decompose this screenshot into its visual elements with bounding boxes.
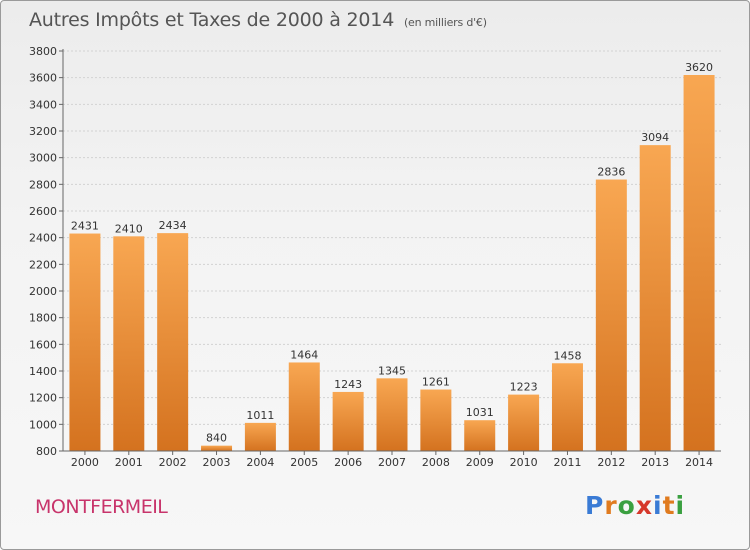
data-label-2007: 1345 — [378, 364, 406, 377]
y-tick-label: 2000 — [29, 285, 57, 298]
bar-2014 — [683, 75, 715, 451]
logo-letter: P — [585, 491, 605, 520]
logo-letter: t — [662, 491, 676, 520]
y-tick-label: 3000 — [29, 152, 57, 165]
data-label-2008: 1261 — [422, 376, 450, 389]
data-label-2000: 2431 — [71, 220, 99, 233]
data-label-2011: 1458 — [553, 349, 581, 362]
x-tick-label: 2003 — [203, 456, 231, 469]
data-label-2001: 2410 — [115, 222, 143, 235]
x-tick-label: 2013 — [641, 456, 669, 469]
y-tick-label: 1000 — [29, 418, 57, 431]
logo-letter: r — [604, 491, 618, 520]
data-label-2013: 3094 — [641, 131, 669, 144]
bar-2007 — [376, 378, 408, 451]
data-label-2010: 1223 — [510, 381, 538, 394]
bar-2000 — [69, 233, 101, 451]
x-tick-label: 2006 — [334, 456, 362, 469]
bar-2002 — [157, 233, 189, 451]
chart-title: Autres Impôts et Taxes de 2000 à 2014 (e… — [29, 9, 487, 31]
y-tick-label: 1200 — [29, 392, 57, 405]
x-tick-label: 2005 — [290, 456, 318, 469]
y-tick-label: 2200 — [29, 258, 57, 271]
x-tick-label: 2011 — [553, 456, 581, 469]
y-tick-label: 1600 — [29, 338, 57, 351]
data-labels: 2431 2410 2434 840 1011 1464 1243 1345 1261 1031 1… — [71, 61, 713, 445]
y-tick-label: 3600 — [29, 72, 57, 85]
x-tick-label: 2002 — [159, 456, 187, 469]
bar-2010 — [508, 394, 540, 451]
y-tick-label: 3200 — [29, 125, 57, 138]
bar-2001 — [113, 236, 145, 451]
y-tick-label: 2400 — [29, 232, 57, 245]
chart-unit-label: (en milliers d'€) — [403, 16, 487, 29]
x-tick-label: 2012 — [597, 456, 625, 469]
y-tick-label: 2600 — [29, 205, 57, 218]
data-label-2009: 1031 — [466, 406, 494, 419]
x-tick-label: 2014 — [685, 456, 713, 469]
bar-2006 — [332, 391, 364, 451]
chart-title-text: Autres Impôts et Taxes de 2000 à 2014 — [29, 9, 395, 31]
logo-letter: o — [617, 491, 636, 520]
y-tick-label: 800 — [36, 445, 57, 458]
x-tick-label: 2007 — [378, 456, 406, 469]
bar-2005 — [288, 362, 320, 451]
bar-2013 — [639, 145, 671, 451]
axes: 800 1000 1200 1400 1600 1800 2000 2200 2400 2600 2… — [29, 45, 721, 469]
x-tick-label: 2004 — [246, 456, 274, 469]
data-label-2002: 2434 — [159, 219, 187, 232]
bars — [69, 75, 715, 452]
bar-2004 — [244, 422, 276, 451]
x-tick-label: 2010 — [510, 456, 538, 469]
bar-2003 — [201, 445, 233, 451]
commune-name: MONTFERMEIL — [35, 496, 168, 518]
data-label-2005: 1464 — [290, 348, 318, 361]
data-label-2014: 3620 — [685, 61, 713, 74]
bar-2009 — [464, 420, 496, 451]
data-label-2006: 1243 — [334, 378, 362, 391]
x-tick-label: 2000 — [71, 456, 99, 469]
y-tick-label: 3400 — [29, 98, 57, 111]
bar-2012 — [595, 179, 627, 452]
bar-2011 — [551, 363, 583, 451]
bar-2008 — [420, 389, 452, 451]
data-label-2004: 1011 — [246, 409, 274, 422]
x-tick-label: 2008 — [422, 456, 450, 469]
x-tick-label: 2009 — [466, 456, 494, 469]
data-label-2003: 840 — [206, 432, 227, 445]
x-tick-label: 2001 — [115, 456, 143, 469]
logo-letter: x — [635, 491, 653, 520]
y-tick-label: 3800 — [29, 45, 57, 58]
logo-letter: i — [653, 491, 663, 520]
y-tick-label: 1400 — [29, 365, 57, 378]
proxiti-logo: Proxiti — [585, 491, 685, 520]
y-tick-label: 1800 — [29, 312, 57, 325]
logo-letter: i — [675, 491, 686, 520]
y-tick-label: 2800 — [29, 178, 57, 191]
data-label-2012: 2836 — [597, 166, 625, 179]
